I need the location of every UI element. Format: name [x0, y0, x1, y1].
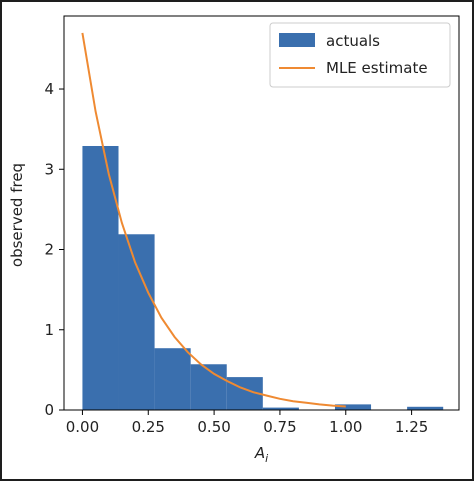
- x-tick-label: 0.50: [197, 418, 230, 436]
- y-tick-label: 2: [44, 241, 54, 259]
- histogram-bar-5: [262, 407, 299, 410]
- x-tick-label: 0.25: [132, 418, 165, 436]
- histogram-bars: [82, 145, 444, 411]
- mle-estimate-line: [81, 32, 346, 408]
- histogram-bar-0: [82, 145, 119, 411]
- y-tick-label: 1: [44, 321, 54, 339]
- x-tick-label: 1.25: [395, 418, 428, 436]
- legend-swatch-actuals: [279, 33, 315, 47]
- legend-label-mle: MLE estimate: [326, 59, 428, 77]
- x-tick-label: 0.75: [263, 418, 296, 436]
- y-tick-label: 3: [44, 160, 54, 178]
- y-axis-ticks: 0 1 2 3 4: [44, 80, 64, 419]
- histogram-bar-9: [407, 406, 444, 410]
- y-tick-label: 0: [44, 401, 54, 419]
- axes-box: [63, 15, 460, 411]
- y-tick-label: 4: [44, 80, 54, 98]
- x-axis-label: Ai: [254, 444, 268, 465]
- histogram-bar-1: [118, 234, 155, 410]
- histogram-bar-7: [334, 404, 372, 410]
- legend: actuals MLE estimate: [269, 22, 451, 88]
- x-axis-ticks: 0.00 0.25 0.50 0.75 1.00 1.25: [66, 410, 428, 436]
- x-tick-label: 1.00: [329, 418, 362, 436]
- histogram-bar-2: [154, 348, 191, 410]
- x-tick-label: 0.00: [66, 418, 99, 436]
- legend-label-actuals: actuals: [326, 32, 380, 50]
- histogram-bar-3: [190, 364, 227, 410]
- y-axis-label: observed freq: [8, 163, 26, 267]
- mle-line-layer: [81, 32, 346, 408]
